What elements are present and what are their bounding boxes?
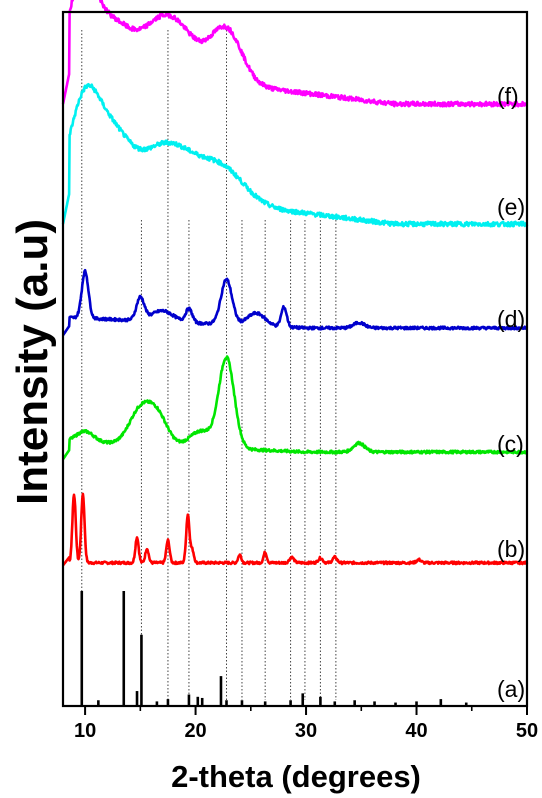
- x-axis-ticks: 10 20 30 40 50: [74, 706, 538, 742]
- y-axis-label: Intensity (a.u): [8, 219, 57, 505]
- x-tick-label: 40: [405, 720, 427, 742]
- x-axis-label: 2-theta (degrees): [171, 759, 421, 794]
- series-line: [61, 0, 528, 108]
- series-label: (f): [497, 83, 519, 109]
- series-line: [61, 355, 529, 460]
- x-tick-label: 20: [184, 720, 206, 742]
- series-label: (b): [497, 536, 525, 562]
- series-label: (c): [497, 431, 524, 457]
- x-tick-label: 10: [74, 720, 96, 742]
- series-line: [61, 268, 529, 336]
- reference-lines: [81, 30, 337, 700]
- series-line: [61, 82, 529, 228]
- series-layer: [61, 0, 529, 705]
- series-label: (a): [497, 676, 525, 702]
- x-tick-label: 50: [516, 720, 538, 742]
- series-label: (d): [497, 306, 525, 332]
- plot-frame: [61, 10, 529, 708]
- x-tick-label: 30: [295, 720, 317, 742]
- series-label: (e): [497, 194, 525, 220]
- series-labels: (a) (b) (c) (d) (e) (f): [497, 83, 525, 702]
- series-line: [61, 492, 529, 567]
